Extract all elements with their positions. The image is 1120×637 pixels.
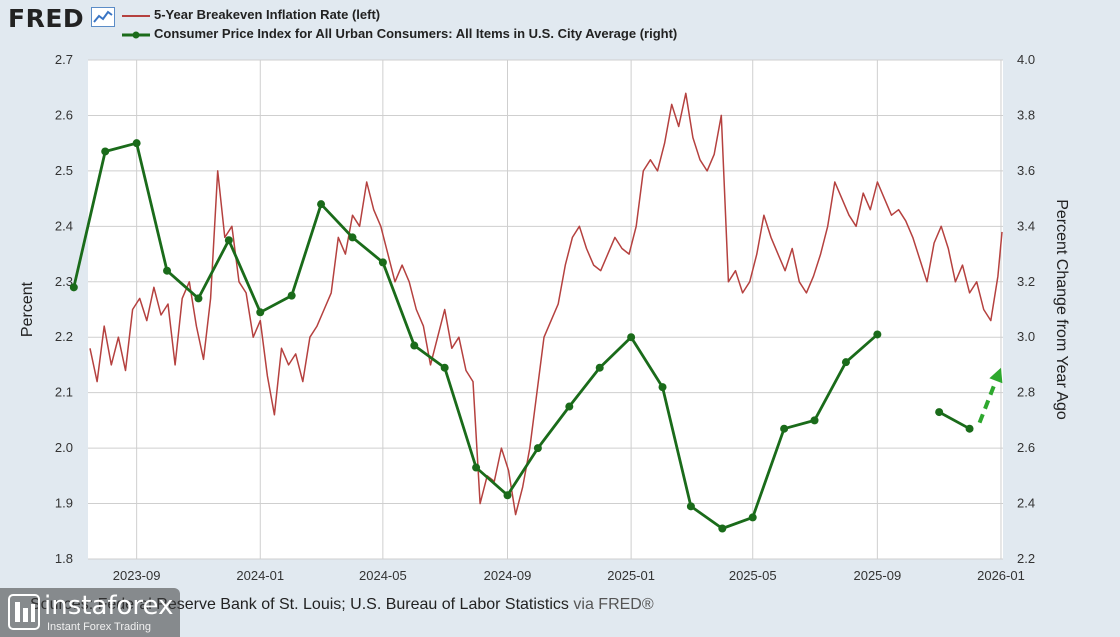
cpi-point [69,283,78,292]
y-right-tick-label: 3.0 [1017,329,1035,344]
y-left-tick-label: 2.1 [55,385,73,400]
y-right-axis-title: Percent Change from Year Ago [1053,199,1070,420]
x-tick-label: 2023-09 [113,568,161,583]
cpi-point [132,139,141,148]
cpi-point [780,424,789,433]
y-left-tick-label: 2.6 [55,107,73,122]
y-right-tick-label: 2.6 [1017,440,1035,455]
y-left-tick-label: 2.3 [55,274,73,289]
x-tick-label: 2024-09 [484,568,532,583]
cpi-point [935,408,944,417]
y-right-tick-label: 2.2 [1017,551,1035,566]
y-left-tick-label: 2.0 [55,440,73,455]
legend-line-cpi [122,31,150,39]
cpi-point [841,358,850,367]
cpi-point [472,463,481,472]
cpi-point [317,200,326,209]
cpi-point [686,502,695,511]
fred-logo[interactable]: FRED [8,4,85,33]
y-left-tick-label: 2.5 [55,163,73,178]
cpi-point [873,330,882,339]
legend-item-cpi[interactable]: Consumer Price Index for All Urban Consu… [122,26,677,41]
y-right-tick-label: 2.4 [1017,496,1035,511]
instaforex-logo-icon [8,594,40,630]
x-tick-label: 2025-05 [729,568,777,583]
cpi-point [533,444,542,453]
x-tick-label: 2026-01 [977,568,1025,583]
cpi-point [348,233,357,242]
cpi-point [410,341,419,350]
chart-header: FRED 5-Year Breakeven Inflation Rate (le… [0,0,1120,50]
projection-arrow-shaft [977,380,998,424]
breakeven-line [89,92,1003,516]
cpi-point [595,363,604,372]
y-left-axis-title: Percent [19,281,36,337]
cpi-point [748,513,757,522]
plot-area [88,60,1003,559]
x-tick-label: 2025-09 [853,568,901,583]
x-tick-label: 2024-05 [359,568,407,583]
line-chart-icon [91,7,115,27]
x-tick-label: 2025-01 [607,568,655,583]
cpi-point [565,402,574,411]
y-right-tick-label: 2.8 [1017,385,1035,400]
cpi-point [718,524,727,533]
cpi-point [163,266,172,275]
cpi-point [224,236,233,245]
cpi-point [658,383,667,392]
instaforex-watermark: instaforex Instant Forex Trading [0,588,180,637]
y-left-tick-label: 2.2 [55,329,73,344]
cpi-point [440,363,449,372]
y-right-tick-label: 3.2 [1017,274,1035,289]
y-left-tick-label: 1.9 [55,496,73,511]
cpi-point [101,147,110,156]
cpi-point [194,294,203,303]
cpi-point [287,291,296,300]
cpi-point [378,258,387,267]
via-fred-text[interactable]: via FRED® [573,596,654,613]
cpi-point [627,333,636,342]
legend-line-breakeven [122,14,150,17]
cpi-line [938,410,971,430]
legend-label-cpi: Consumer Price Index for All Urban Consu… [154,26,678,41]
y-left-tick-label: 1.8 [55,551,73,566]
cpi-point [810,416,819,425]
y-left-tick-label: 2.7 [55,52,73,67]
y-right-tick-label: 3.4 [1017,218,1035,233]
y-left-tick-label: 2.4 [55,218,73,233]
watermark-tagline: Instant Forex Trading [47,621,151,633]
watermark-brand: instaforex [44,591,174,621]
y-right-tick-label: 3.8 [1017,107,1035,122]
y-right-tick-label: 3.6 [1017,163,1035,178]
legend-item-breakeven[interactable]: 5-Year Breakeven Inflation Rate (left) [122,7,380,22]
projection-arrow-head [989,367,1003,384]
x-tick-label: 2024-01 [236,568,284,583]
cpi-point [965,424,974,433]
y-right-tick-label: 4.0 [1017,52,1035,67]
legend-label-breakeven: 5-Year Breakeven Inflation Rate (left) [154,7,381,22]
cpi-point [256,308,265,317]
cpi-point [503,491,512,500]
